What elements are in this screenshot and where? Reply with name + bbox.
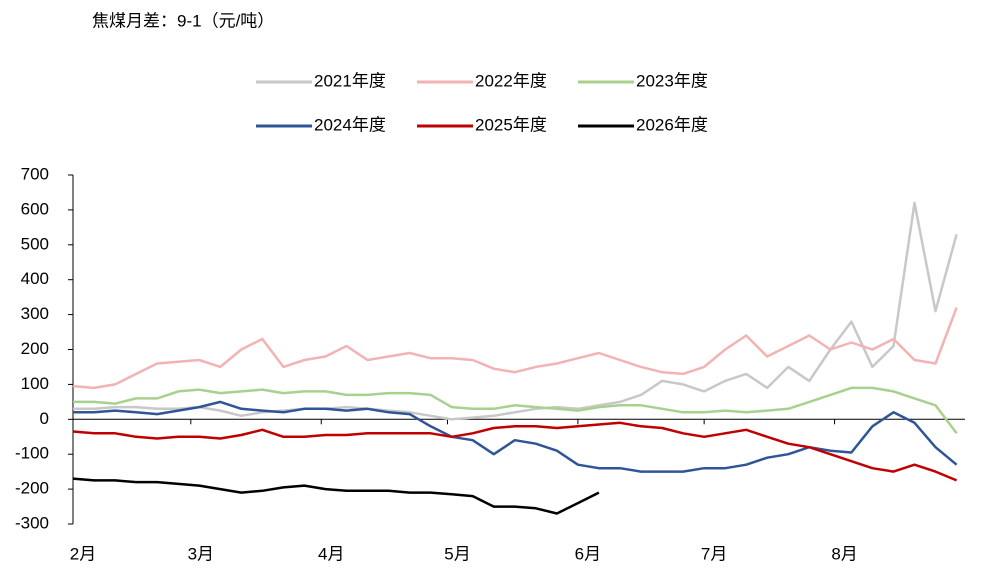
x-tick-label: 6月 [575, 544, 601, 563]
legend-label: 2023年度 [636, 71, 708, 90]
chart-title: 焦煤月差：9-1（元/吨） [92, 11, 274, 30]
legend-label: 2021年度 [314, 71, 386, 90]
x-tick-label: 3月 [188, 544, 214, 563]
y-tick-label: 700 [21, 164, 49, 183]
legend-label: 2026年度 [636, 115, 708, 134]
x-tick-label: 2月 [70, 544, 96, 563]
x-tick-label: 8月 [831, 544, 857, 563]
series-line [73, 201, 958, 421]
series-line [72, 477, 600, 515]
legend-label: 2024年度 [314, 115, 386, 134]
y-tick-label: 100 [21, 374, 49, 393]
x-tick-label: 4月 [318, 544, 344, 563]
y-tick-label: 500 [21, 234, 49, 253]
y-tick-label: 400 [21, 269, 49, 288]
series-line [72, 421, 958, 482]
y-tick-label: -300 [15, 513, 49, 532]
x-tick-label: 5月 [444, 544, 470, 563]
y-tick-label: 600 [21, 199, 49, 218]
legend-label: 2025年度 [475, 115, 547, 134]
y-tick-label: -100 [15, 444, 49, 463]
y-tick-label: 0 [40, 409, 49, 428]
y-tick-label: -200 [15, 479, 49, 498]
series-line [73, 386, 958, 435]
legend-label: 2022年度 [475, 71, 547, 90]
y-tick-label: 200 [21, 339, 49, 358]
series-line [72, 307, 958, 390]
y-tick-label: 300 [21, 304, 49, 323]
x-tick-label: 7月 [701, 544, 727, 563]
